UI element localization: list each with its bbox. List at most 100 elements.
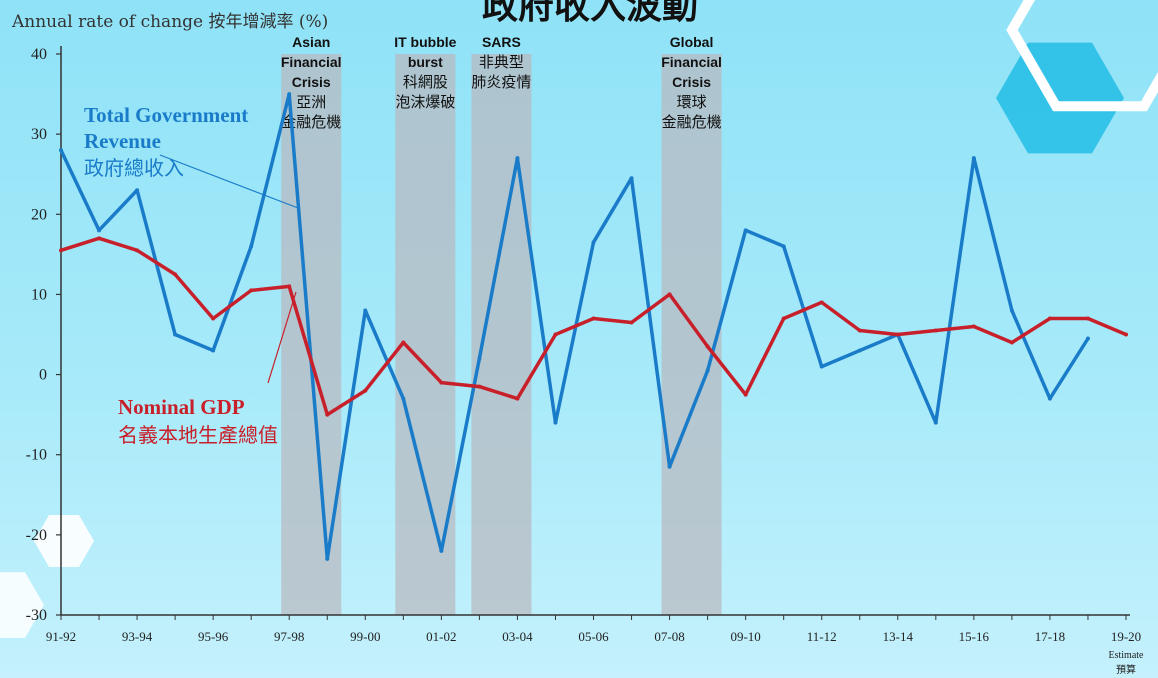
data-point xyxy=(515,396,520,401)
data-point xyxy=(515,156,520,161)
y-tick-label: 20 xyxy=(31,206,47,223)
data-point xyxy=(705,344,710,349)
data-point xyxy=(135,248,140,253)
y-axis-label: Annual rate of change 按年增減率 (%) xyxy=(11,12,328,32)
data-point xyxy=(249,288,254,293)
data-point xyxy=(971,156,976,161)
data-point xyxy=(743,392,748,397)
x-tick-label: 13-14 xyxy=(883,629,914,644)
series-lines xyxy=(59,92,1128,561)
x-tick-label: 01-02 xyxy=(426,629,456,644)
hexagon-outline-decoration xyxy=(1006,0,1158,112)
x-tick-label: 09-10 xyxy=(730,629,760,644)
event-label-en: IT bubble xyxy=(394,34,456,50)
data-point xyxy=(933,420,938,425)
data-point xyxy=(249,244,254,249)
data-point xyxy=(211,316,216,321)
data-point xyxy=(135,188,140,193)
event-label-zh: 環球 xyxy=(677,93,707,111)
event-label-zh: 金融危機 xyxy=(662,113,722,131)
event-label-en: SARS xyxy=(482,34,521,50)
data-point xyxy=(325,556,330,561)
data-point xyxy=(439,380,444,385)
event-label-zh: 科網股 xyxy=(403,73,448,91)
data-point xyxy=(173,332,178,337)
data-point xyxy=(629,176,634,181)
event-label-zh: 亞洲 xyxy=(296,93,326,111)
x-tick-label: 11-12 xyxy=(807,629,837,644)
x-tick-label: 19-20 xyxy=(1111,629,1141,644)
data-point xyxy=(857,348,862,353)
y-tick-label: -30 xyxy=(26,607,47,624)
hexagon-decoration xyxy=(0,572,44,638)
event-label-zh: 肺炎疫情 xyxy=(471,73,531,91)
data-point xyxy=(59,248,63,253)
x-tick-label: 95-96 xyxy=(198,629,229,644)
leader-line xyxy=(267,291,297,384)
decorations xyxy=(0,0,1158,638)
series-label-gdp-zh: 名義本地生產總值 xyxy=(118,423,278,447)
series-line xyxy=(59,92,1090,561)
data-point xyxy=(591,316,596,321)
data-point xyxy=(401,340,406,345)
data-point xyxy=(477,356,482,361)
data-point xyxy=(325,412,330,417)
data-point xyxy=(1085,336,1090,341)
data-point xyxy=(857,328,862,333)
data-point xyxy=(1124,332,1128,337)
event-band xyxy=(661,54,722,615)
data-point xyxy=(439,548,444,553)
series-label-gdp-en: Nominal GDP xyxy=(118,395,245,419)
data-point xyxy=(743,228,748,233)
event-label-en: Financial xyxy=(661,54,722,70)
data-point xyxy=(971,324,976,329)
data-point xyxy=(1085,316,1090,321)
x-tick-label: 93-94 xyxy=(122,629,153,644)
data-point xyxy=(1047,316,1052,321)
data-point xyxy=(553,420,558,425)
data-point xyxy=(287,92,292,97)
data-point xyxy=(287,284,292,289)
y-tick-label: 30 xyxy=(31,126,47,143)
data-point xyxy=(591,240,596,245)
hexagon-decoration xyxy=(996,42,1124,154)
y-tick-label: 40 xyxy=(31,46,47,63)
series-label-revenue-en: Total Government xyxy=(84,103,248,127)
data-point xyxy=(781,316,786,321)
x-tick-label: 17-18 xyxy=(1035,629,1065,644)
data-point xyxy=(363,308,368,313)
data-point xyxy=(705,368,710,373)
x-tick-label: 97-98 xyxy=(274,629,304,644)
data-point xyxy=(363,388,368,393)
x-tick-label: 91-92 xyxy=(46,629,76,644)
series-label-revenue-zh: 政府總收入 xyxy=(84,156,184,180)
data-point xyxy=(59,148,63,153)
event-label-zh: 非典型 xyxy=(479,53,524,71)
event-label-en: Asian xyxy=(292,34,330,50)
page-title: 政府收入波動 xyxy=(482,0,698,27)
event-label-en: burst xyxy=(408,54,443,70)
event-label-en: Global xyxy=(670,34,714,50)
y-tick-label: 0 xyxy=(39,367,47,384)
event-label-en: Crisis xyxy=(292,74,331,90)
y-tick-label: 10 xyxy=(31,286,47,303)
x-tick-note: Estimate xyxy=(1109,650,1145,661)
x-tick-label: 15-16 xyxy=(959,629,990,644)
data-point xyxy=(1047,396,1052,401)
data-point xyxy=(933,328,938,333)
data-point xyxy=(819,364,824,369)
event-band xyxy=(395,54,456,615)
series-label-revenue-en: Revenue xyxy=(84,129,161,153)
data-point xyxy=(97,228,102,233)
data-point xyxy=(211,348,216,353)
hexagon-decoration xyxy=(34,515,94,567)
data-point xyxy=(667,464,672,469)
event-label-en: Financial xyxy=(281,54,342,70)
data-point xyxy=(401,396,406,401)
data-point xyxy=(629,320,634,325)
data-point xyxy=(477,384,482,389)
leader-line xyxy=(159,154,299,209)
event-label-zh: 泡沫爆破 xyxy=(395,93,455,111)
